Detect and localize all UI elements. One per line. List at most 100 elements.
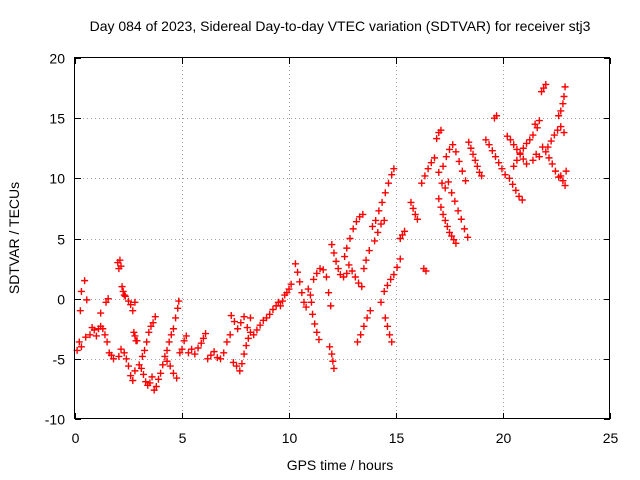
data-point xyxy=(223,338,231,346)
data-point xyxy=(488,147,496,155)
data-point xyxy=(529,131,537,139)
data-point xyxy=(390,165,398,173)
data-point xyxy=(296,278,304,286)
data-point xyxy=(455,157,463,165)
data-point xyxy=(330,364,338,372)
data-point xyxy=(104,295,112,303)
data-point xyxy=(465,138,473,146)
data-point xyxy=(467,144,475,152)
data-point xyxy=(180,337,188,345)
data-point xyxy=(501,171,509,179)
data-point xyxy=(561,83,569,91)
data-point xyxy=(116,256,124,264)
data-point xyxy=(135,361,143,369)
data-point xyxy=(147,322,155,330)
x-axis-label: GPS time / hours xyxy=(287,457,394,473)
data-point xyxy=(169,325,177,333)
data-point xyxy=(452,148,460,156)
data-point xyxy=(535,153,543,161)
data-point xyxy=(358,283,366,291)
data-point xyxy=(377,298,385,306)
data-point xyxy=(90,326,98,334)
data-point xyxy=(76,307,84,315)
data-point xyxy=(332,257,340,265)
y-tick-label: -10 xyxy=(45,412,65,428)
data-point xyxy=(236,367,244,375)
data-point xyxy=(353,338,361,346)
data-point xyxy=(351,273,359,281)
data-point xyxy=(407,198,415,206)
data-point xyxy=(372,216,380,224)
data-point xyxy=(396,235,404,242)
data-point xyxy=(383,322,391,330)
data-point xyxy=(437,126,445,134)
data-point xyxy=(304,285,312,293)
data-point xyxy=(450,236,458,244)
data-point xyxy=(174,304,182,312)
data-point xyxy=(125,362,132,370)
data-point xyxy=(77,287,85,295)
data-point xyxy=(110,355,118,363)
data-point xyxy=(227,312,235,320)
x-tick-label: 10 xyxy=(282,430,298,446)
data-point xyxy=(137,364,145,372)
data-point xyxy=(152,383,160,391)
data-point xyxy=(238,360,246,368)
data-point xyxy=(145,328,153,336)
data-point xyxy=(285,285,293,293)
data-point xyxy=(279,297,287,305)
data-point xyxy=(82,333,90,341)
data-point xyxy=(130,328,138,336)
y-axis-label: SDTVAR / TECUs xyxy=(6,182,22,294)
data-point xyxy=(462,177,470,185)
data-point xyxy=(167,331,175,339)
data-point xyxy=(381,314,389,322)
data-point xyxy=(107,351,115,359)
data-point xyxy=(349,225,357,233)
data-point xyxy=(381,189,389,197)
data-point xyxy=(418,179,426,187)
data-point xyxy=(154,375,162,383)
y-tick-label: 0 xyxy=(57,292,65,308)
data-point xyxy=(191,350,199,358)
data-point xyxy=(118,283,126,291)
data-point xyxy=(291,260,299,268)
data-point xyxy=(311,320,319,328)
data-point xyxy=(526,136,534,144)
data-point xyxy=(306,291,314,299)
data-point xyxy=(322,273,330,281)
axis-ticks xyxy=(75,58,611,420)
data-point xyxy=(125,297,132,305)
data-point xyxy=(388,171,396,179)
data-point xyxy=(143,338,151,346)
data-point xyxy=(146,379,154,387)
data-point xyxy=(482,136,490,144)
data-point xyxy=(371,237,379,245)
data-point xyxy=(103,338,111,346)
data-point xyxy=(378,198,386,206)
data-point xyxy=(365,247,373,255)
data-point xyxy=(533,124,541,132)
x-tick-label: 25 xyxy=(603,430,619,446)
data-point xyxy=(438,179,446,187)
data-point xyxy=(157,369,165,377)
data-point xyxy=(184,349,192,357)
data-point xyxy=(449,141,457,149)
data-point xyxy=(330,249,338,257)
data-point xyxy=(92,332,100,340)
data-point xyxy=(386,331,394,339)
data-point xyxy=(274,298,282,306)
data-point xyxy=(540,84,548,92)
data-point xyxy=(464,233,472,241)
data-point xyxy=(439,210,447,218)
data-point xyxy=(368,222,376,230)
data-point xyxy=(172,314,180,322)
data-point xyxy=(233,362,241,370)
grid xyxy=(75,58,610,419)
data-point xyxy=(313,328,321,336)
data-point xyxy=(188,345,196,353)
data-point xyxy=(283,289,291,297)
data-point xyxy=(544,143,552,151)
data-point xyxy=(377,220,385,228)
data-point xyxy=(519,155,527,163)
